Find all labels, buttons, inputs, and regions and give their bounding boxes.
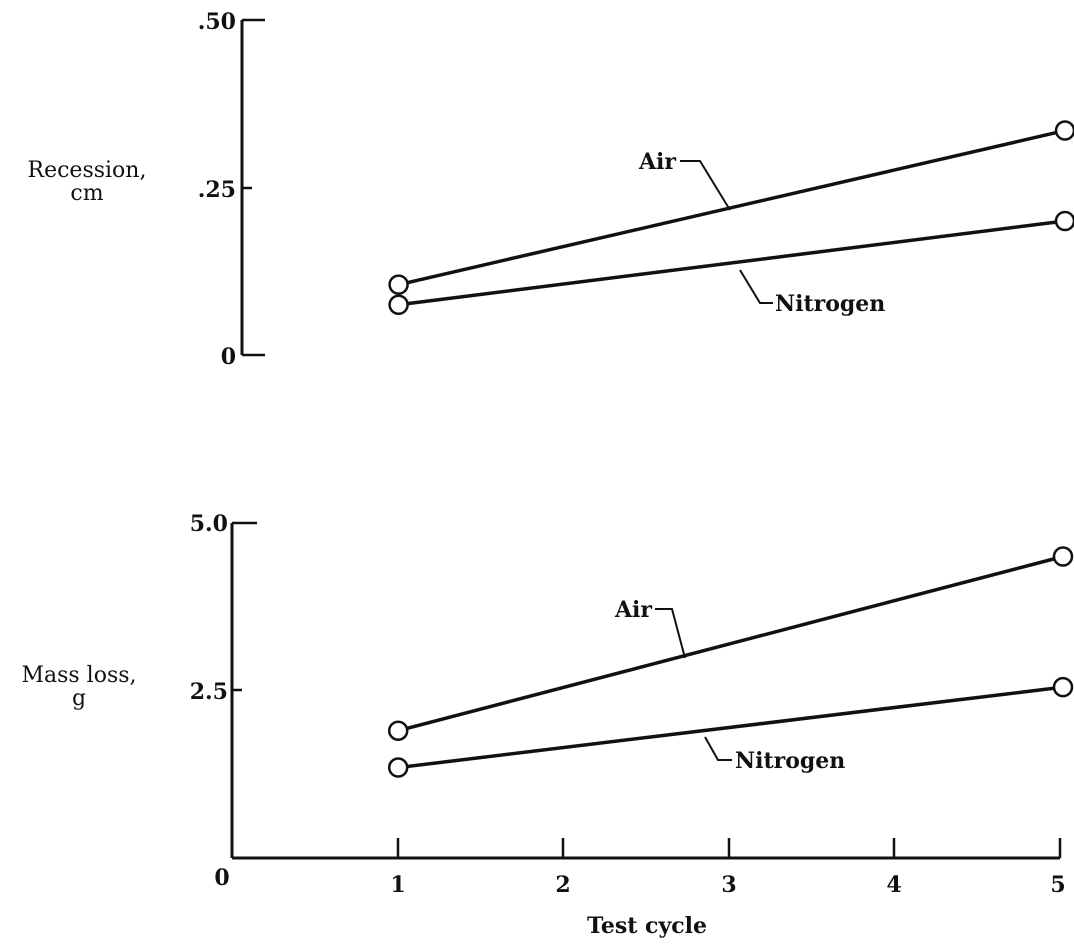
top-nitrogen-series-label: Nitrogen [775, 291, 885, 317]
bottom-x-tick-label: 2 [555, 872, 570, 898]
top-nitrogen-leader [739, 269, 773, 304]
bottom-air-series-label: Air [614, 597, 652, 623]
top-nitrogen-data-point [1054, 210, 1074, 232]
bottom-x-tick-label: 1 [390, 872, 405, 898]
top-panel: .50 .25 0 Recession, cm Air Nitrogen [28, 9, 1074, 370]
bottom-y-axis-title-line2: g [72, 686, 86, 711]
top-air-leader [680, 160, 731, 211]
bottom-y-axis-title-line1: Mass loss, [21, 663, 136, 688]
bottom-x-tick-label: 0 [214, 865, 229, 891]
bottom-air-data-point [387, 720, 409, 741]
top-nitrogen-series-line [398, 219, 1066, 307]
top-y-tick-label: .50 [198, 9, 236, 35]
bottom-x-tick-label: 4 [886, 872, 901, 898]
bottom-nitrogen-leader [704, 736, 732, 761]
bottom-nitrogen-data-point [1052, 676, 1074, 698]
bottom-series-marks [387, 546, 1074, 778]
top-series-marks [388, 120, 1074, 315]
top-air-data-point [1054, 120, 1074, 141]
bottom-air-leader [655, 608, 686, 659]
top-nitrogen-data-point [388, 294, 409, 315]
bottom-nitrogen-data-point [387, 757, 409, 778]
top-y-axis-title-line2: cm [70, 181, 103, 206]
top-y-axis-title-line1: Recession, [28, 158, 147, 183]
bottom-panel: 5.0 2.5 0 1 2 3 4 5 Test cycle Mass loss… [21, 511, 1074, 939]
bottom-x-tick-label: 5 [1050, 872, 1065, 898]
bottom-y-tick-label: 5.0 [190, 511, 228, 537]
bottom-nitrogen-series-label: Nitrogen [735, 748, 845, 774]
bottom-x-tick-label: 3 [721, 872, 736, 898]
top-y-tick-label: 0 [221, 344, 236, 370]
bottom-nitrogen-series-line [397, 685, 1064, 770]
x-axis-title: Test cycle [587, 913, 707, 939]
top-air-series-line [398, 128, 1066, 287]
top-air-series-label: Air [638, 149, 676, 175]
top-air-data-point [388, 274, 409, 295]
bottom-air-data-point [1052, 546, 1074, 567]
top-y-tick-label: .25 [198, 177, 236, 203]
bottom-air-series-line [397, 554, 1064, 733]
bottom-y-tick-label: 2.5 [190, 679, 228, 705]
